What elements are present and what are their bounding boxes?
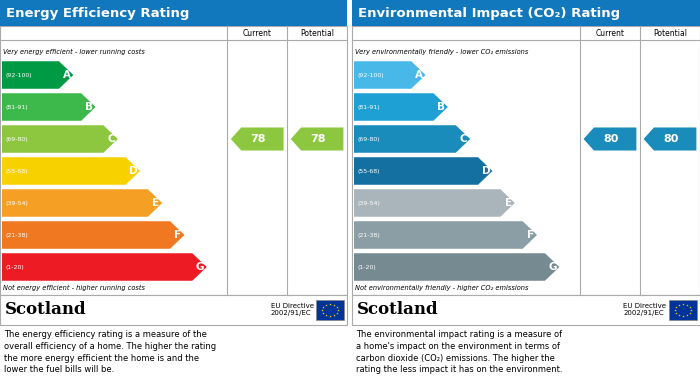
Polygon shape [2,189,162,217]
Bar [0,0,347,26]
Polygon shape [354,189,514,217]
Text: G: G [549,262,557,272]
Bar [316,300,344,320]
Polygon shape [2,221,185,249]
Text: G: G [196,262,204,272]
Polygon shape [354,221,537,249]
Text: The energy efficiency rating is a measure of the
overall efficiency of a home. T: The energy efficiency rating is a measur… [4,330,216,375]
Polygon shape [231,127,284,151]
Text: E: E [152,198,160,208]
Text: Not energy efficient - higher running costs: Not energy efficient - higher running co… [3,285,145,291]
Polygon shape [2,157,140,185]
Text: (1-20): (1-20) [5,264,24,269]
Text: (21-38): (21-38) [357,233,379,237]
Text: F: F [527,230,534,240]
Text: D: D [130,166,138,176]
Text: A: A [63,70,71,80]
Polygon shape [354,61,426,89]
Text: The environmental impact rating is a measure of
a home's impact on the environme: The environmental impact rating is a mea… [356,330,563,375]
Polygon shape [643,127,696,151]
Text: D: D [482,166,490,176]
Bar [0,295,347,325]
Text: (39-54): (39-54) [5,201,28,206]
Text: 80: 80 [664,134,679,144]
Text: 80: 80 [603,134,619,144]
Text: (39-54): (39-54) [357,201,380,206]
Text: Very energy efficient - lower running costs: Very energy efficient - lower running co… [3,49,145,55]
Text: Environmental Impact (CO₂) Rating: Environmental Impact (CO₂) Rating [358,7,620,20]
Text: Potential: Potential [300,29,334,38]
Text: Current: Current [243,29,272,38]
Text: (92-100): (92-100) [357,72,384,77]
Bar [669,300,697,320]
Text: 78: 78 [310,134,326,144]
Text: Potential: Potential [653,29,687,38]
Text: (81-91): (81-91) [357,104,379,109]
Text: (55-68): (55-68) [5,169,27,174]
Bar [0,26,347,295]
Text: B: B [85,102,93,112]
Text: (55-68): (55-68) [357,169,379,174]
Text: Energy Efficiency Rating: Energy Efficiency Rating [6,7,190,20]
Text: (21-38): (21-38) [5,233,28,237]
Text: F: F [174,230,181,240]
Text: EU Directive
2002/91/EC: EU Directive 2002/91/EC [271,303,314,316]
Text: E: E [505,198,512,208]
Polygon shape [2,125,118,153]
Text: C: C [460,134,468,144]
Text: (81-91): (81-91) [5,104,27,109]
Text: 78: 78 [251,134,266,144]
Polygon shape [354,93,448,121]
Text: Current: Current [596,29,624,38]
Polygon shape [2,93,96,121]
Bar [352,0,700,26]
Bar [352,295,700,325]
Text: Not environmentally friendly - higher CO₂ emissions: Not environmentally friendly - higher CO… [355,285,528,291]
Polygon shape [584,127,636,151]
Text: (92-100): (92-100) [5,72,32,77]
Text: A: A [415,70,423,80]
Text: EU Directive
2002/91/EC: EU Directive 2002/91/EC [624,303,666,316]
Polygon shape [354,125,470,153]
Text: (1-20): (1-20) [357,264,376,269]
Text: Scotland: Scotland [357,301,439,319]
Text: Very environmentally friendly - lower CO₂ emissions: Very environmentally friendly - lower CO… [355,49,528,55]
Text: (69-80): (69-80) [357,136,379,142]
Text: Scotland: Scotland [5,301,87,319]
Text: C: C [108,134,115,144]
Bar [352,26,700,295]
Polygon shape [290,127,344,151]
Text: (69-80): (69-80) [5,136,27,142]
Polygon shape [2,253,206,281]
Text: B: B [438,102,445,112]
Polygon shape [2,61,73,89]
Polygon shape [354,253,559,281]
Polygon shape [354,157,493,185]
